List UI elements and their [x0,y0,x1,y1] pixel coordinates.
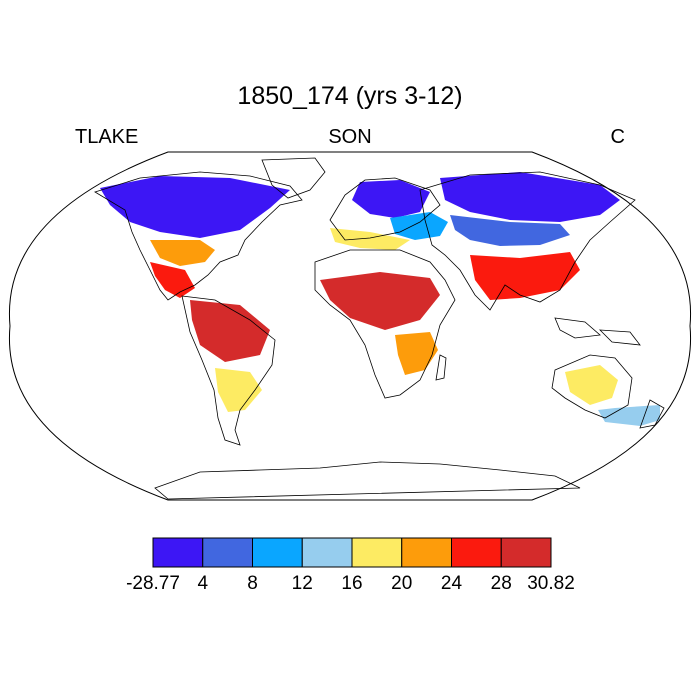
colorbar-swatch [301,537,353,568]
units-label: C [610,126,625,148]
map-border [8,151,692,501]
field-patch-central-asia [450,215,570,246]
coastlines [94,157,665,500]
field-patch-siberia-northern-asia [440,172,620,222]
colorbar-tick-label: 16 [341,573,362,594]
season-label: SON [328,126,372,148]
field-patch-india-southeast-asia [470,252,580,300]
colorbar-tick-label: 12 [292,573,313,594]
colorbar-swatch [152,537,204,568]
field-patch-mexico-central-america [150,262,195,298]
colorbar [152,537,552,568]
field-patch-southern-africa [395,332,438,375]
field-patch-australia [565,365,618,405]
colorbar-tick-label: 28 [491,573,512,594]
field-patch-sahel-central-africa [320,272,440,330]
colorbar-swatch [451,537,502,568]
colorbar-tick-label: 30.82 [527,573,575,594]
colorbar-tick-label: 20 [391,573,412,594]
colorbar-tick-label: 4 [197,573,208,594]
colorbar-tick-label: -28.77 [126,573,180,594]
colorbar-swatch [351,537,403,568]
field-patch-amazon-basin [190,300,270,362]
colorbar-swatch [202,537,253,568]
variable-label: TLAKE [75,126,139,148]
plot-title: 1850_174 (yrs 3-12) [237,82,463,110]
colorbar-tick-label: 24 [441,573,463,594]
colorbar-swatch [500,537,552,568]
field-patch-canada-alaska [100,176,290,238]
field-patch-mediterranean [330,228,410,250]
field-patch-eastern-europe [390,212,448,240]
colorbar-tick-label: 8 [247,573,258,594]
field-patch-northern-europe-scandinavia [352,180,430,218]
colorbar-swatch [252,537,303,568]
lake-temperature-field [100,172,660,426]
field-patch-tasmania-new-zealand [598,405,660,426]
colorbar-labels: -28.77 4 8 12 16 20 24 28 30.82 [126,573,575,594]
field-patch-southern-south-america [215,368,262,412]
field-patch-united-states-south- [150,240,215,266]
colorbar-swatch [401,537,452,568]
